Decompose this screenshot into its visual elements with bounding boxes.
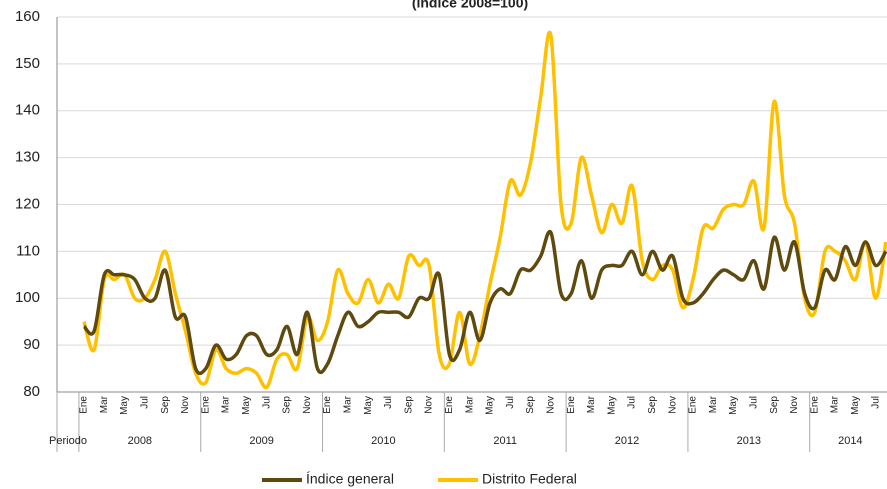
x-tick-label: Sep	[282, 396, 293, 414]
x-tick-label: May	[119, 396, 130, 415]
x-tick-label: Ene	[688, 396, 699, 414]
y-tick-label: 140	[15, 102, 40, 119]
x-tick-label: Ene	[200, 396, 211, 414]
x-tick-label: Nov	[546, 396, 557, 414]
x-tick-label: Ene	[322, 396, 333, 414]
group-label: 2010	[371, 435, 395, 447]
group-label: 2013	[737, 435, 761, 447]
y-tick-label: 160	[15, 8, 40, 25]
x-tick-label: Mar	[99, 395, 110, 413]
group-label: 2014	[838, 435, 862, 447]
y-tick-label: 90	[23, 336, 40, 353]
x-tick-label: Mar	[708, 395, 719, 413]
x-tick-label: May	[606, 396, 617, 415]
x-tick-label: Mar	[221, 395, 232, 413]
x-tick-label: Sep	[525, 396, 536, 414]
x-tick-label: Ene	[566, 396, 577, 414]
x-tick-label: Jul	[261, 396, 272, 409]
x-tick-label: May	[241, 396, 252, 415]
x-tick-label: Nov	[302, 396, 313, 414]
legend-label: Distrito Federal	[482, 471, 577, 487]
x-tick-label: May	[850, 396, 861, 415]
y-tick-label: 150	[15, 55, 40, 72]
group-header: Periodo	[49, 435, 87, 447]
x-tick-label: Nov	[180, 396, 191, 414]
x-tick-label: Mar	[586, 395, 597, 413]
y-tick-label: 100	[15, 289, 40, 306]
y-tick-label: 110	[16, 242, 40, 259]
x-tick-label: Sep	[769, 396, 780, 414]
x-tick-label: Ene	[809, 396, 820, 414]
y-tick-label: 80	[23, 383, 40, 400]
x-tick-label: Mar	[464, 395, 475, 413]
group-label: 2012	[615, 435, 639, 447]
x-tick-label: Jul	[627, 396, 638, 409]
series-line	[82, 30, 887, 390]
x-tick-label: Sep	[403, 396, 414, 414]
x-tick-label: Nov	[424, 396, 435, 414]
x-tick-label: Mar	[830, 395, 841, 413]
legend-label: Índice general	[306, 471, 394, 487]
x-tick-label: May	[728, 396, 739, 415]
x-tick-label: May	[485, 396, 496, 415]
x-tick-label: Sep	[160, 396, 171, 414]
y-tick-label: 120	[15, 195, 40, 212]
x-tick-label: Ene	[444, 396, 455, 414]
group-label: 2008	[128, 435, 152, 447]
x-tick-label: Jul	[870, 396, 881, 409]
x-tick-label: May	[363, 396, 374, 415]
x-tick-label: Nov	[789, 396, 800, 414]
y-tick-label: 130	[15, 149, 40, 166]
x-tick-label: Ene	[79, 396, 90, 414]
x-tick-label: Jul	[383, 396, 394, 409]
x-tick-label: Mar	[343, 395, 354, 413]
group-label: 2009	[249, 435, 273, 447]
chart-title: (índice 2008=100)	[412, 0, 528, 11]
x-tick-label: Jul	[505, 396, 516, 409]
x-tick-label: Jul	[140, 396, 151, 409]
x-tick-label: Jul	[749, 396, 760, 409]
group-label: 2011	[493, 435, 517, 447]
x-tick-label: Sep	[647, 396, 658, 414]
series-line	[82, 229, 887, 376]
x-tick-label: Nov	[667, 396, 678, 414]
